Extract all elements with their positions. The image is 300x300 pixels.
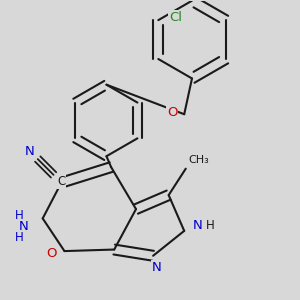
Text: N: N: [19, 220, 29, 233]
Text: O: O: [167, 106, 178, 119]
Text: H: H: [206, 219, 215, 232]
Text: H: H: [15, 209, 24, 222]
Text: O: O: [46, 247, 57, 260]
Text: N: N: [192, 219, 202, 232]
Text: H: H: [15, 231, 24, 244]
Text: N: N: [151, 261, 161, 274]
Text: Cl: Cl: [169, 11, 182, 23]
Text: N: N: [25, 145, 35, 158]
Text: CH₃: CH₃: [188, 155, 209, 165]
Text: C: C: [57, 175, 65, 188]
